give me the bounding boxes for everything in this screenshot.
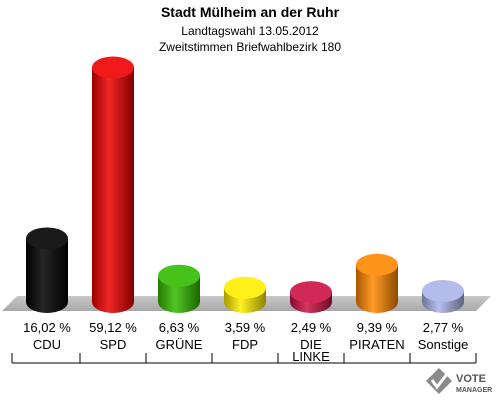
logo-text-vote: VOTE [456, 373, 486, 385]
bar-spd [92, 56, 134, 314]
vote-manager-logo: VOTE MANAGER [426, 368, 492, 394]
category-label-piraten: PIRATEN [349, 337, 404, 352]
bar-top-fdp [224, 276, 266, 299]
logo-text-manager: MANAGER [456, 387, 492, 394]
bar-fdp [224, 276, 266, 313]
chart-subtitle-district: Zweitstimmen Briefwahlbezirk 180 [159, 40, 341, 54]
value-label-gr-ne: 6,63 % [159, 320, 200, 335]
category-label-die-linke: DIE LINKE [292, 337, 330, 364]
bar-top-cdu [26, 227, 68, 250]
bar-top-piraten [356, 253, 398, 276]
category-label-cdu: CDU [33, 337, 61, 352]
bar-group [26, 56, 464, 314]
value-label-spd: 59,12 % [89, 320, 137, 335]
bar-top-spd [92, 56, 134, 79]
category-label-spd: SPD [100, 337, 127, 352]
bar-piraten [356, 253, 398, 313]
value-label-cdu: 16,02 % [23, 320, 71, 335]
value-label-piraten: 9,39 % [357, 320, 398, 335]
category-label-gr-ne: GRÜNE [156, 337, 203, 352]
value-label-die-linke: 2,49 % [291, 320, 332, 335]
bar-top-die-linke [290, 281, 332, 304]
chart-subtitle-election: Landtagswahl 13.05.2012 [181, 24, 319, 38]
bar-top-sonstige [422, 280, 464, 303]
bar-cdu [26, 227, 68, 313]
category-label-group: CDU SPD GRÜNE FDP DIE LINKE PIRATEN Sonstige [33, 337, 468, 364]
bar-gr-ne [158, 264, 200, 313]
logo-mark-icon [426, 368, 452, 394]
value-label-group: 16,02 % 59,12 % 6,63 % 3,59 % 2,49 % 9,39 % 2,… [23, 320, 464, 335]
bar-body-piraten [356, 264, 398, 313]
chart-title: Stadt Mülheim an der Ruhr [161, 4, 340, 20]
bar-top-gr-ne [158, 264, 200, 287]
category-label-fdp: FDP [232, 337, 258, 352]
value-label-fdp: 3,59 % [225, 320, 266, 335]
bar-body-cdu [26, 238, 68, 313]
value-label-sonstige: 2,77 % [423, 320, 464, 335]
bar-body-spd [92, 67, 134, 314]
category-label-sonstige: Sonstige [418, 337, 469, 352]
bar-die-linke [290, 281, 332, 313]
category-axis [11, 353, 477, 364]
bar-sonstige [422, 280, 464, 313]
